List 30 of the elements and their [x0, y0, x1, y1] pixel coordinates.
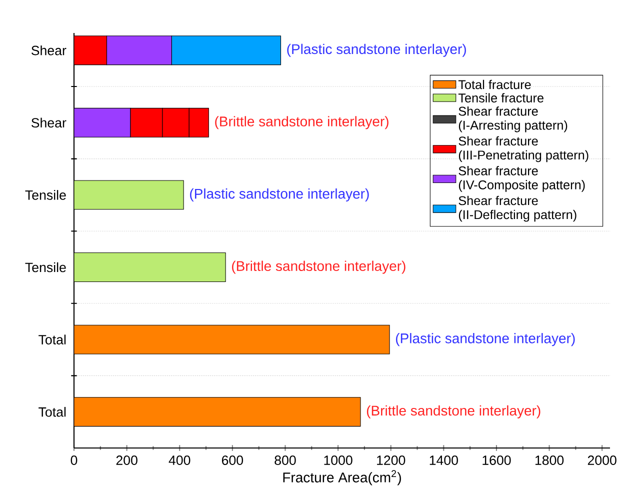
y-tick-label: Tensile [25, 190, 66, 200]
x-tick-label: 1400 [430, 456, 458, 465]
x-tick-label: 0 [70, 456, 78, 465]
annotation: (Plastic sandstone interlayer) [396, 333, 575, 346]
x-tick-label: 1800 [535, 456, 564, 465]
legend-label: Tensile fracture [458, 93, 544, 102]
annotation: (Brittle sandstone interlayer) [232, 260, 406, 274]
x-tick-label: 200 [116, 456, 138, 465]
x-tick-label: 1000 [324, 456, 352, 465]
legend-label: Shear fracture (IV-Composite pattern) [458, 166, 585, 192]
x-axis-title: Fracture Area(cm$^{2}$) [283, 470, 401, 486]
annotation: (Plastic sandstone interlayer) [190, 188, 369, 202]
x-tick-label: 400 [168, 456, 190, 465]
y-tick-label: Shear [31, 45, 66, 56]
y-tick-label: Total [38, 334, 66, 344]
x-tick-label: 2000 [588, 456, 616, 465]
annotation: (Brittle sandstone interlayer) [215, 116, 388, 130]
legend-label: Shear fracture (II-Deflecting pattern) [458, 196, 576, 222]
legend-label: Shear fracture (I-Arresting pattern) [458, 106, 568, 132]
x-tick-label: 1200 [377, 456, 406, 465]
annotation: (Plastic sandstone interlayer) [287, 44, 466, 57]
annotation: (Brittle sandstone interlayer) [366, 405, 540, 418]
y-tick-label: Shear [31, 118, 66, 128]
legend-label: Shear fracture (III-Penetrating pattern) [458, 136, 588, 162]
y-tick-label: Total [38, 406, 66, 417]
x-tick-label: 600 [222, 456, 244, 465]
x-tick-label: 1600 [482, 456, 511, 465]
y-tick-label: Tensile [25, 262, 66, 272]
x-tick-label: 800 [274, 456, 296, 465]
legend-label: Total fracture [458, 80, 531, 90]
